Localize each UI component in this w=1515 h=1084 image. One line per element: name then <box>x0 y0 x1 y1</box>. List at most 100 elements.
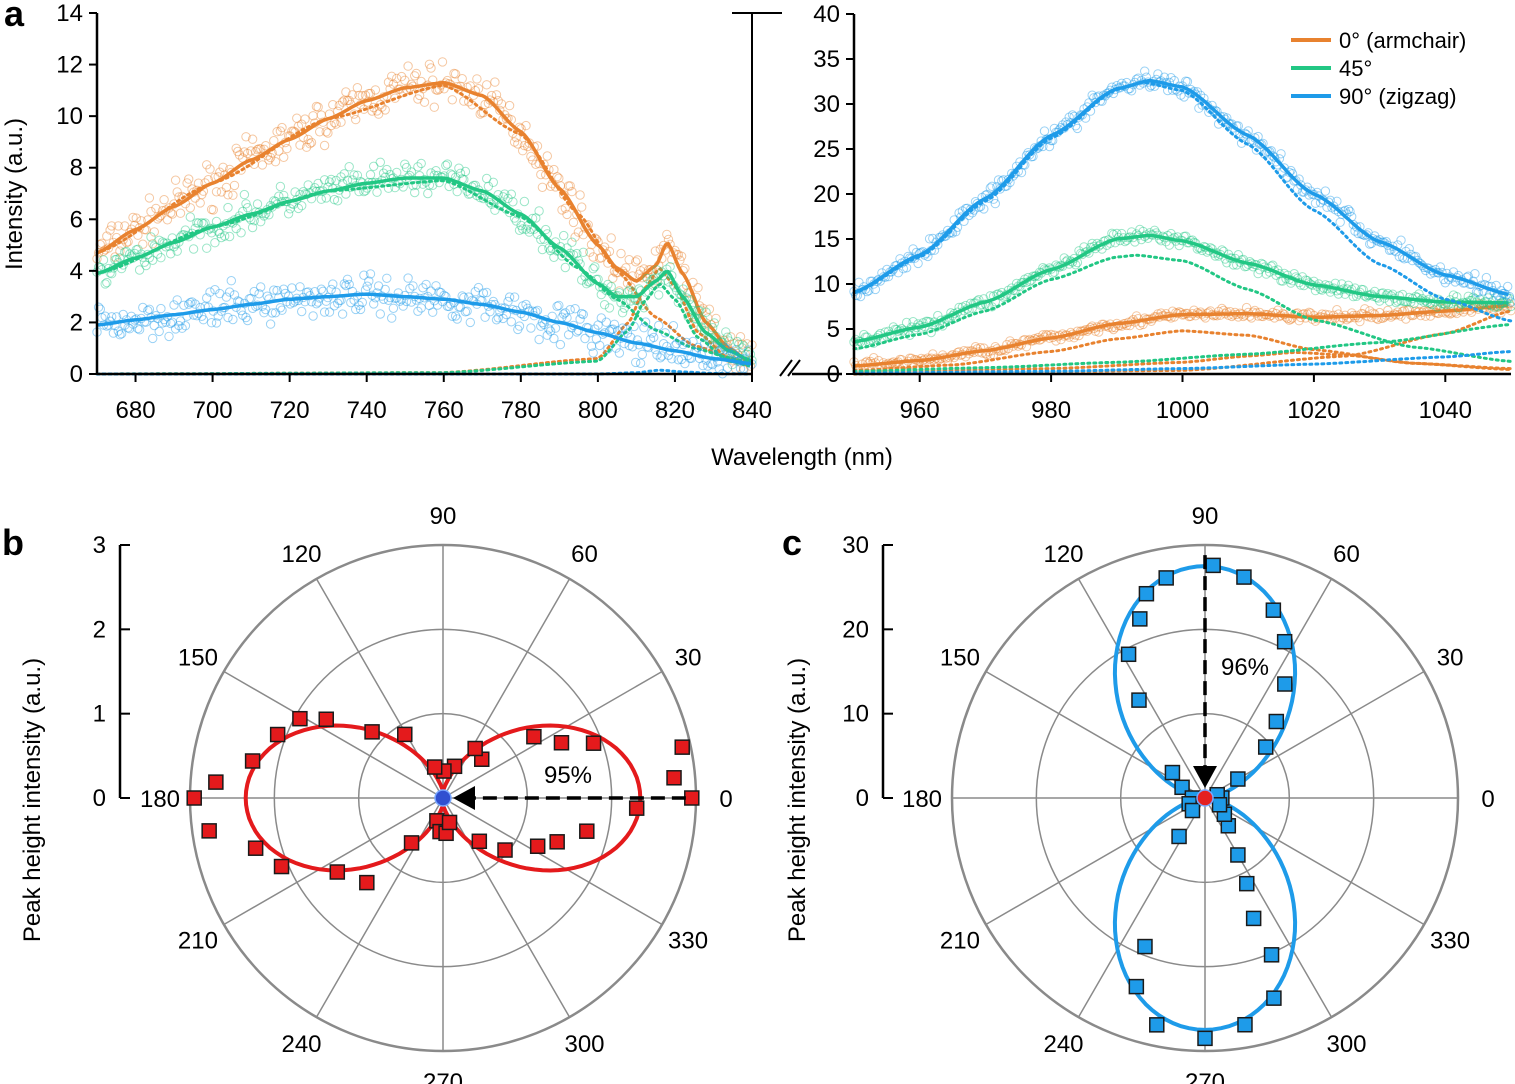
data-point <box>161 205 171 215</box>
data-point <box>342 95 353 106</box>
data-point <box>277 305 287 315</box>
data-point <box>696 322 706 332</box>
data-point <box>156 253 166 263</box>
data-point <box>400 75 410 86</box>
data-point <box>526 151 536 162</box>
data-point <box>521 120 531 131</box>
data-point <box>359 104 369 114</box>
data-point <box>552 301 562 311</box>
data-point <box>1079 242 1089 252</box>
data-point <box>344 162 354 172</box>
data-point <box>202 293 212 303</box>
data-point <box>241 199 251 209</box>
data-point <box>185 203 196 213</box>
data-point <box>527 155 538 165</box>
data-point <box>315 127 325 137</box>
data-point <box>279 284 289 294</box>
y-tick-label: 20 <box>813 181 840 208</box>
data-point <box>282 143 292 154</box>
data-point <box>177 323 187 333</box>
data-point <box>1268 151 1278 161</box>
data-point-square <box>579 823 595 839</box>
data-point <box>362 281 372 291</box>
data-point <box>107 221 117 231</box>
data-point <box>215 167 225 177</box>
data-point <box>411 68 421 79</box>
data-point <box>100 311 110 321</box>
data-point-square <box>1239 875 1255 892</box>
data-point <box>134 265 145 275</box>
data-point <box>1434 308 1444 319</box>
data-point <box>557 251 567 261</box>
data-point <box>390 293 400 303</box>
data-point <box>1276 149 1286 159</box>
data-point <box>913 258 923 269</box>
data-point <box>297 201 307 211</box>
data-point <box>572 248 582 259</box>
data-point <box>228 190 238 200</box>
data-point <box>254 144 264 154</box>
series-orange <box>849 298 1515 376</box>
series-green <box>849 224 1515 373</box>
data-point <box>410 71 420 81</box>
data-point <box>521 299 531 310</box>
data-point <box>588 252 598 262</box>
fit-component-1 <box>852 350 1513 374</box>
data-point <box>269 285 279 295</box>
data-point <box>577 202 587 212</box>
data-point <box>491 315 502 325</box>
polar-spoke <box>985 797 1206 926</box>
data-point <box>482 80 492 90</box>
data-point <box>537 244 548 255</box>
data-point <box>657 351 667 361</box>
data-point <box>339 279 349 289</box>
data-point <box>1506 301 1515 312</box>
data-point <box>496 99 507 109</box>
data-point <box>328 100 338 110</box>
data-point <box>148 333 158 344</box>
data-point <box>514 225 525 236</box>
data-point-square <box>403 835 420 851</box>
data-point-square <box>1138 585 1155 602</box>
data-point <box>351 304 361 315</box>
data-point <box>486 199 497 209</box>
data-point <box>635 358 646 368</box>
data-point <box>704 304 715 314</box>
data-point <box>568 217 579 228</box>
data-point <box>247 222 258 233</box>
data-point <box>616 248 626 259</box>
x-tick-label: 820 <box>655 397 695 424</box>
data-point <box>403 273 413 283</box>
data-point <box>580 223 590 233</box>
data-point <box>316 110 326 120</box>
data-point <box>1488 304 1498 314</box>
data-point <box>1416 259 1426 269</box>
data-point <box>120 247 130 257</box>
data-point <box>213 311 223 321</box>
data-point <box>275 303 286 313</box>
data-point <box>526 323 536 333</box>
angle-tick-label: 30 <box>1437 645 1464 672</box>
fit-component-1 <box>852 350 1513 375</box>
angle-tick-label: 120 <box>281 541 321 568</box>
data-point <box>513 139 523 149</box>
data-point <box>442 301 453 311</box>
data-point <box>238 310 248 320</box>
data-point <box>1463 291 1474 301</box>
data-point <box>215 288 225 299</box>
data-point-square <box>674 739 690 755</box>
data-point <box>475 192 485 203</box>
data-point <box>549 252 559 262</box>
data-point-square <box>666 770 682 786</box>
data-point <box>885 267 895 277</box>
data-point <box>549 164 559 175</box>
data-point <box>159 195 169 205</box>
data-point <box>134 325 145 335</box>
polar-spoke <box>1204 578 1333 799</box>
data-point <box>321 127 331 137</box>
angle-tick-label: 180 <box>902 786 942 813</box>
data-point <box>1447 308 1457 318</box>
data-point <box>673 355 683 365</box>
data-point <box>693 283 703 293</box>
panel-label-c: c <box>782 522 802 563</box>
